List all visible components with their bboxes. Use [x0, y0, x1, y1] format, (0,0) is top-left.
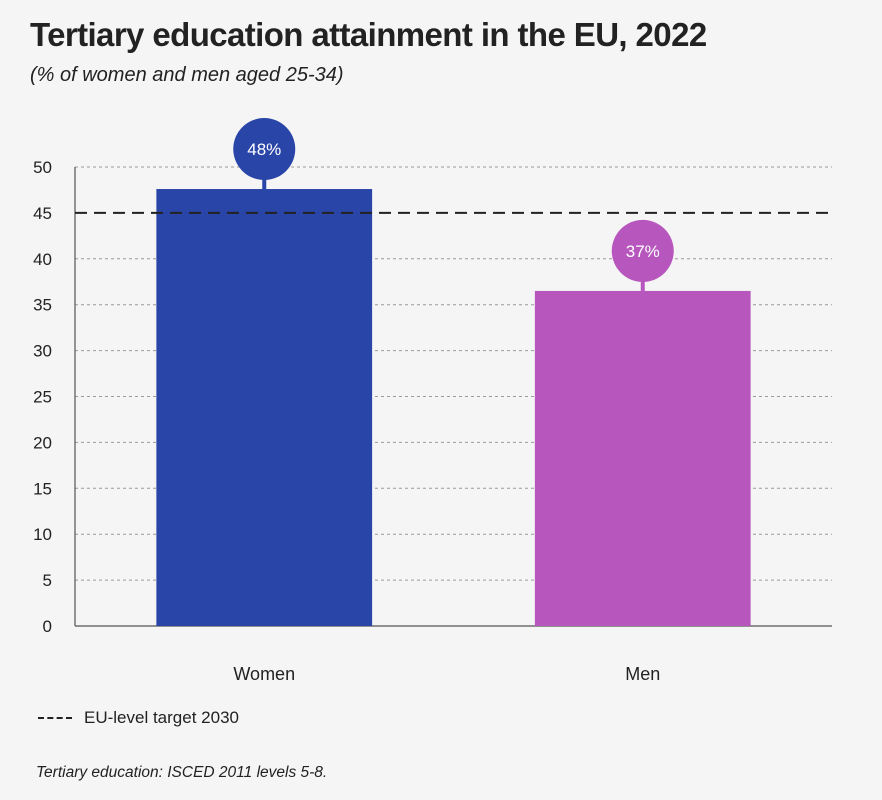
x-category-labels: Women Men	[233, 664, 660, 684]
legend-dashed-line-icon	[38, 717, 72, 719]
data-label: 37%	[626, 242, 660, 261]
x-category-label: Men	[625, 664, 660, 684]
data-label: 48%	[247, 140, 281, 159]
y-tick-label: 20	[33, 433, 52, 452]
legend-label: EU-level target 2030	[84, 708, 239, 727]
y-tick-labels: 0 5 10 15 20 25 30 35 40 45 50	[33, 158, 52, 636]
data-label-circle	[611, 219, 674, 282]
bar-women	[156, 189, 373, 627]
y-tick-label: 10	[33, 525, 52, 544]
y-tick-label: 25	[33, 388, 52, 407]
bar-chart: 0 5 10 15 20 25 30 35 40 45 50 48% 37% Women Men	[33, 118, 832, 684]
chart-subtitle: (% of women and men aged 25-34)	[30, 64, 344, 86]
y-tick-label: 15	[33, 479, 52, 498]
chart-title: Tertiary education attainment in the EU,…	[30, 16, 707, 53]
y-tick-label: 35	[33, 296, 52, 315]
bar-men	[534, 290, 751, 626]
y-tick-label: 40	[33, 250, 52, 269]
y-tick-label: 45	[33, 204, 52, 223]
y-tick-label: 50	[33, 158, 52, 177]
bars	[156, 189, 751, 627]
x-category-label: Women	[233, 664, 295, 684]
y-tick-label: 0	[43, 617, 52, 636]
legend: EU-level target 2030	[38, 708, 239, 728]
data-labels: 48% 37%	[233, 118, 674, 291]
y-tick-label: 30	[33, 342, 52, 361]
y-tick-label: 5	[43, 571, 52, 590]
footnote: Tertiary education: ISCED 2011 levels 5-…	[36, 764, 328, 781]
data-label-circle	[233, 118, 296, 181]
